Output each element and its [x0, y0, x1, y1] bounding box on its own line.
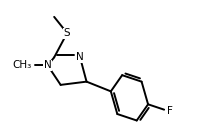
Text: F: F — [168, 106, 173, 116]
Text: N: N — [44, 60, 52, 70]
Text: CH₃: CH₃ — [12, 60, 31, 70]
Text: N: N — [76, 52, 84, 62]
Text: S: S — [64, 28, 70, 38]
